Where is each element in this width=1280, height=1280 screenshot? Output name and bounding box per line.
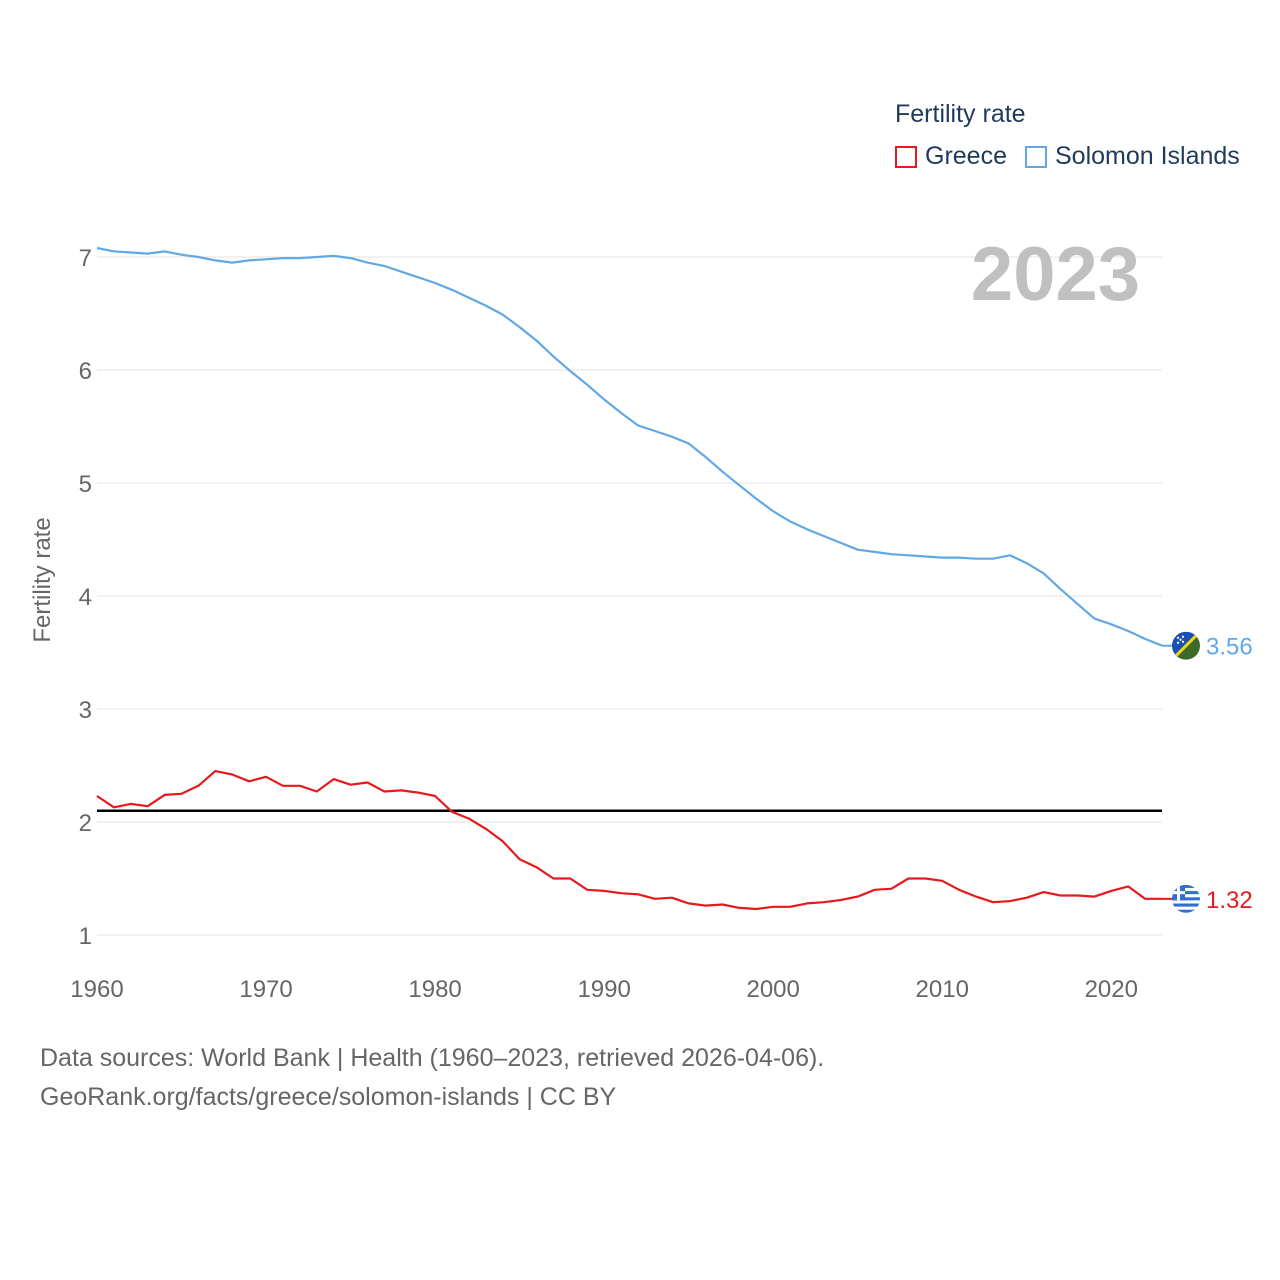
- y-tick-label-3: 3: [79, 697, 92, 724]
- series-line-greece: [96, 769, 1162, 911]
- x-axis-ticks: 1960 1970 1980 1990 2000 2010 2020: [70, 976, 1138, 1003]
- y-tick-label-6: 6: [79, 358, 92, 385]
- legend-swatch-solomon-islands: [1024, 145, 1047, 168]
- x-tick-label-2010: 2010: [916, 976, 969, 1003]
- y-tick-label-2: 2: [79, 810, 92, 837]
- flag-icon-greece: [1172, 884, 1200, 913]
- x-tick-label-2020: 2020: [1085, 976, 1138, 1003]
- y-tick-label-7: 7: [79, 245, 92, 272]
- y-axis-label: Fertility rate: [29, 517, 56, 642]
- series-line-solomon-islands: [96, 246, 1163, 647]
- x-tick-label-1990: 1990: [577, 976, 630, 1003]
- end-value-label-solomon-islands: 3.56: [1206, 634, 1253, 661]
- x-tick-label-2000: 2000: [746, 976, 799, 1003]
- legend: Greece Solomon Islands: [895, 142, 1258, 171]
- legend-label-greece: Greece: [925, 142, 1007, 170]
- footer-credit[interactable]: GeoRank.org/facts/greece/solomon-islands…: [40, 1083, 617, 1111]
- series-lines: [96, 246, 1163, 911]
- year-label: 2023: [971, 232, 1140, 317]
- y-tick-label-1: 1: [79, 923, 92, 950]
- legend-swatch-greece: [895, 145, 917, 168]
- y-tick-label-4: 4: [79, 584, 92, 611]
- grid-lines: [97, 256, 1162, 936]
- footer-sources: Data sources: World Bank | Health (1960–…: [40, 1044, 825, 1072]
- end-value-label-greece: 1.32: [1206, 887, 1253, 914]
- legend-item-solomon-islands[interactable]: Solomon Islands: [1024, 142, 1240, 171]
- x-tick-label-1980: 1980: [408, 976, 461, 1003]
- legend-title: Fertility rate: [895, 100, 1026, 128]
- x-tick-label-1960: 1960: [70, 976, 123, 1003]
- end-markers: 1.32 3.56: [1162, 631, 1253, 914]
- x-tick-label-1970: 1970: [239, 976, 292, 1003]
- legend-label-solomon-islands: Solomon Islands: [1054, 142, 1240, 170]
- y-axis-ticks: 1 2 3 4 5 6 7: [79, 245, 92, 950]
- flag-icon-solomon-islands: [1172, 631, 1200, 660]
- y-tick-label-5: 5: [79, 471, 92, 498]
- legend-item-greece[interactable]: Greece: [895, 142, 1007, 171]
